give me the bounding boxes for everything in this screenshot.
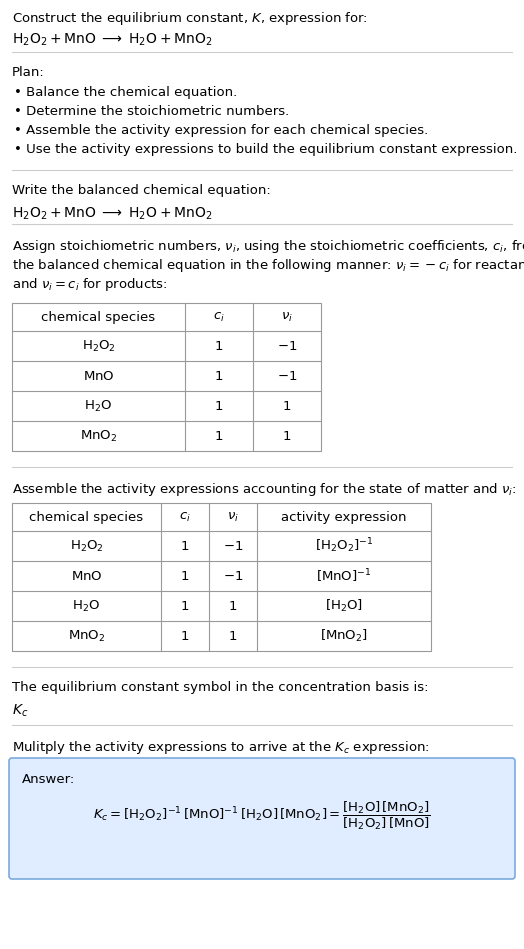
Text: $[\mathrm{H_2O_2}]^{-1}$: $[\mathrm{H_2O_2}]^{-1}$ <box>315 536 373 555</box>
Text: Plan:: Plan: <box>12 66 45 79</box>
Text: $K_c$: $K_c$ <box>12 703 28 719</box>
Text: 1: 1 <box>181 539 189 552</box>
Text: 1: 1 <box>215 369 223 382</box>
Text: Mulitply the activity expressions to arrive at the $K_c$ expression:: Mulitply the activity expressions to arr… <box>12 739 430 756</box>
Text: 1: 1 <box>181 569 189 583</box>
Text: 1: 1 <box>215 430 223 442</box>
Text: and $\nu_i = c_i$ for products:: and $\nu_i = c_i$ for products: <box>12 276 168 293</box>
Text: $\mathrm{H_2O}$: $\mathrm{H_2O}$ <box>84 399 113 414</box>
Text: Assemble the activity expressions accounting for the state of matter and $\nu_i$: Assemble the activity expressions accoun… <box>12 481 517 498</box>
Text: The equilibrium constant symbol in the concentration basis is:: The equilibrium constant symbol in the c… <box>12 681 429 694</box>
Text: $-1$: $-1$ <box>223 569 243 583</box>
Text: 1: 1 <box>181 629 189 642</box>
Text: chemical species: chemical species <box>29 511 144 524</box>
Bar <box>12 503 431 651</box>
Text: • Assemble the activity expression for each chemical species.: • Assemble the activity expression for e… <box>14 124 428 137</box>
Text: Assign stoichiometric numbers, $\nu_i$, using the stoichiometric coefficients, $: Assign stoichiometric numbers, $\nu_i$, … <box>12 238 524 255</box>
Text: $\mathrm{MnO}$: $\mathrm{MnO}$ <box>71 569 102 583</box>
Text: $-1$: $-1$ <box>277 369 297 382</box>
Text: • Determine the stoichiometric numbers.: • Determine the stoichiometric numbers. <box>14 105 289 118</box>
Text: $K_c = [\mathrm{H_2O_2}]^{-1}\,[\mathrm{MnO}]^{-1}\,[\mathrm{H_2O}]\,[\mathrm{Mn: $K_c = [\mathrm{H_2O_2}]^{-1}\,[\mathrm{… <box>93 800 431 832</box>
Text: $c_i$: $c_i$ <box>179 511 191 524</box>
Text: the balanced chemical equation in the following manner: $\nu_i = -c_i$ for react: the balanced chemical equation in the fo… <box>12 257 524 274</box>
Text: $[\mathrm{MnO}]^{-1}$: $[\mathrm{MnO}]^{-1}$ <box>316 568 372 585</box>
Text: chemical species: chemical species <box>41 310 156 324</box>
Text: $1$: $1$ <box>228 629 237 642</box>
Text: • Use the activity expressions to build the equilibrium constant expression.: • Use the activity expressions to build … <box>14 143 517 156</box>
Text: $\mathrm{H_2O_2}$: $\mathrm{H_2O_2}$ <box>70 538 103 553</box>
Text: $[\mathrm{MnO_2}]$: $[\mathrm{MnO_2}]$ <box>320 628 368 644</box>
Text: Construct the equilibrium constant, $K$, expression for:: Construct the equilibrium constant, $K$,… <box>12 10 368 27</box>
Text: Answer:: Answer: <box>22 773 75 786</box>
Text: $\mathrm{MnO_2}$: $\mathrm{MnO_2}$ <box>68 628 105 643</box>
Text: 1: 1 <box>215 340 223 352</box>
Text: $\mathrm{MnO}$: $\mathrm{MnO}$ <box>83 369 114 382</box>
Text: activity expression: activity expression <box>281 511 407 524</box>
Text: $\mathrm{H_2O_2}$: $\mathrm{H_2O_2}$ <box>82 339 115 354</box>
Text: $c_i$: $c_i$ <box>213 310 225 324</box>
Text: $\mathrm{MnO_2}$: $\mathrm{MnO_2}$ <box>80 428 117 443</box>
Text: $1$: $1$ <box>282 400 292 413</box>
Text: $\mathrm{H_2O_2 + MnO \;\longrightarrow\; H_2O + MnO_2}$: $\mathrm{H_2O_2 + MnO \;\longrightarrow\… <box>12 206 212 222</box>
Text: $\nu_i$: $\nu_i$ <box>227 511 239 524</box>
Text: $\nu_i$: $\nu_i$ <box>281 310 293 324</box>
Text: $1$: $1$ <box>228 600 237 612</box>
Text: 1: 1 <box>181 600 189 612</box>
FancyBboxPatch shape <box>9 758 515 879</box>
Text: Write the balanced chemical equation:: Write the balanced chemical equation: <box>12 184 271 197</box>
Text: $[\mathrm{H_2O}]$: $[\mathrm{H_2O}]$ <box>325 598 363 614</box>
Text: $1$: $1$ <box>282 430 292 442</box>
Text: $-1$: $-1$ <box>277 340 297 352</box>
Text: $-1$: $-1$ <box>223 539 243 552</box>
Text: 1: 1 <box>215 400 223 413</box>
Text: $\mathrm{H_2O_2 + MnO \;\longrightarrow\; H_2O + MnO_2}$: $\mathrm{H_2O_2 + MnO \;\longrightarrow\… <box>12 32 212 48</box>
Text: $\mathrm{H_2O}$: $\mathrm{H_2O}$ <box>72 599 101 614</box>
Bar <box>12 303 321 451</box>
Text: • Balance the chemical equation.: • Balance the chemical equation. <box>14 86 237 99</box>
